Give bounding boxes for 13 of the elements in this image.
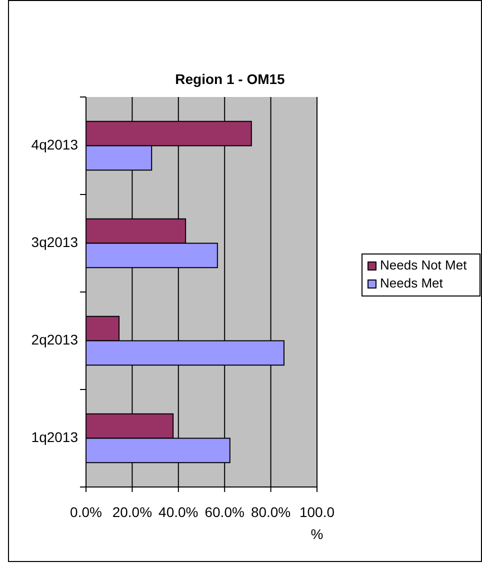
- x-tick-label: 80.0%: [250, 504, 291, 520]
- y-tick-label: 3q2013: [31, 234, 78, 250]
- x-tick-label: 60.0%: [204, 504, 244, 520]
- y-tick-label: 2q2013: [31, 331, 78, 348]
- x-tick-label: 20.0%: [112, 504, 152, 520]
- legend-label: Needs Met: [380, 275, 444, 290]
- x-tick-label: 40.0%: [158, 504, 198, 520]
- x-tick-label: 0.0%: [70, 504, 102, 520]
- y-tick-label: 4q2013: [31, 136, 78, 152]
- chart-title: Region 1 - OM15: [175, 71, 286, 87]
- y-tick-label: 1q2013: [31, 428, 78, 445]
- legend-label: Needs Not Met: [380, 257, 468, 272]
- x-tick-label: 100.0%: [299, 504, 335, 542]
